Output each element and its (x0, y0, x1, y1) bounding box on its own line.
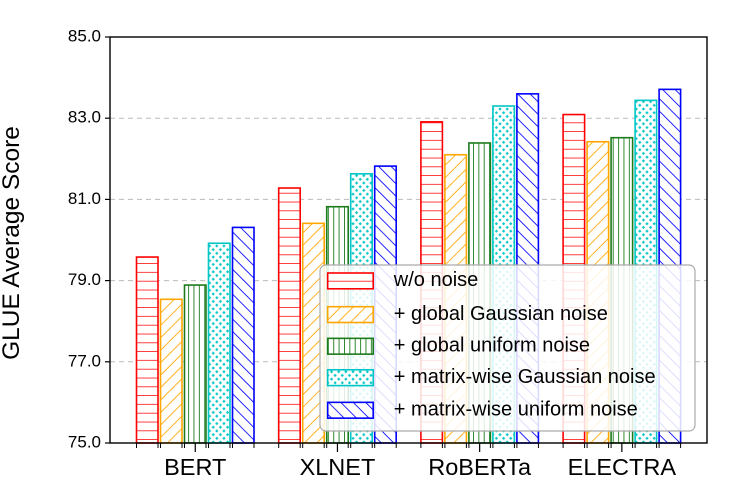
svg-text:+ matrix-wise Gaussian noise: + matrix-wise Gaussian noise (394, 366, 656, 388)
svg-text:BERT: BERT (164, 454, 226, 480)
svg-text:81.0: 81.0 (68, 189, 101, 208)
svg-text:XLNET: XLNET (300, 454, 376, 480)
svg-text:RoBERTa: RoBERTa (428, 454, 532, 480)
svg-text:w/o noise: w/o noise (393, 269, 479, 291)
svg-text:75.0: 75.0 (68, 432, 101, 451)
svg-text:77.0: 77.0 (68, 351, 101, 370)
svg-text:+ global uniform noise: + global uniform noise (394, 335, 590, 357)
svg-text:+ matrix-wise uniform noise: + matrix-wise uniform noise (394, 399, 638, 421)
svg-text:83.0: 83.0 (68, 108, 101, 127)
svg-text:79.0: 79.0 (68, 270, 101, 289)
svg-text:ELECTRA: ELECTRA (568, 454, 677, 480)
svg-text:85.0: 85.0 (68, 26, 101, 45)
svg-text:GLUE Average Score: GLUE Average Score (0, 126, 25, 360)
svg-text:+ global Gaussian noise: + global Gaussian noise (394, 303, 608, 325)
